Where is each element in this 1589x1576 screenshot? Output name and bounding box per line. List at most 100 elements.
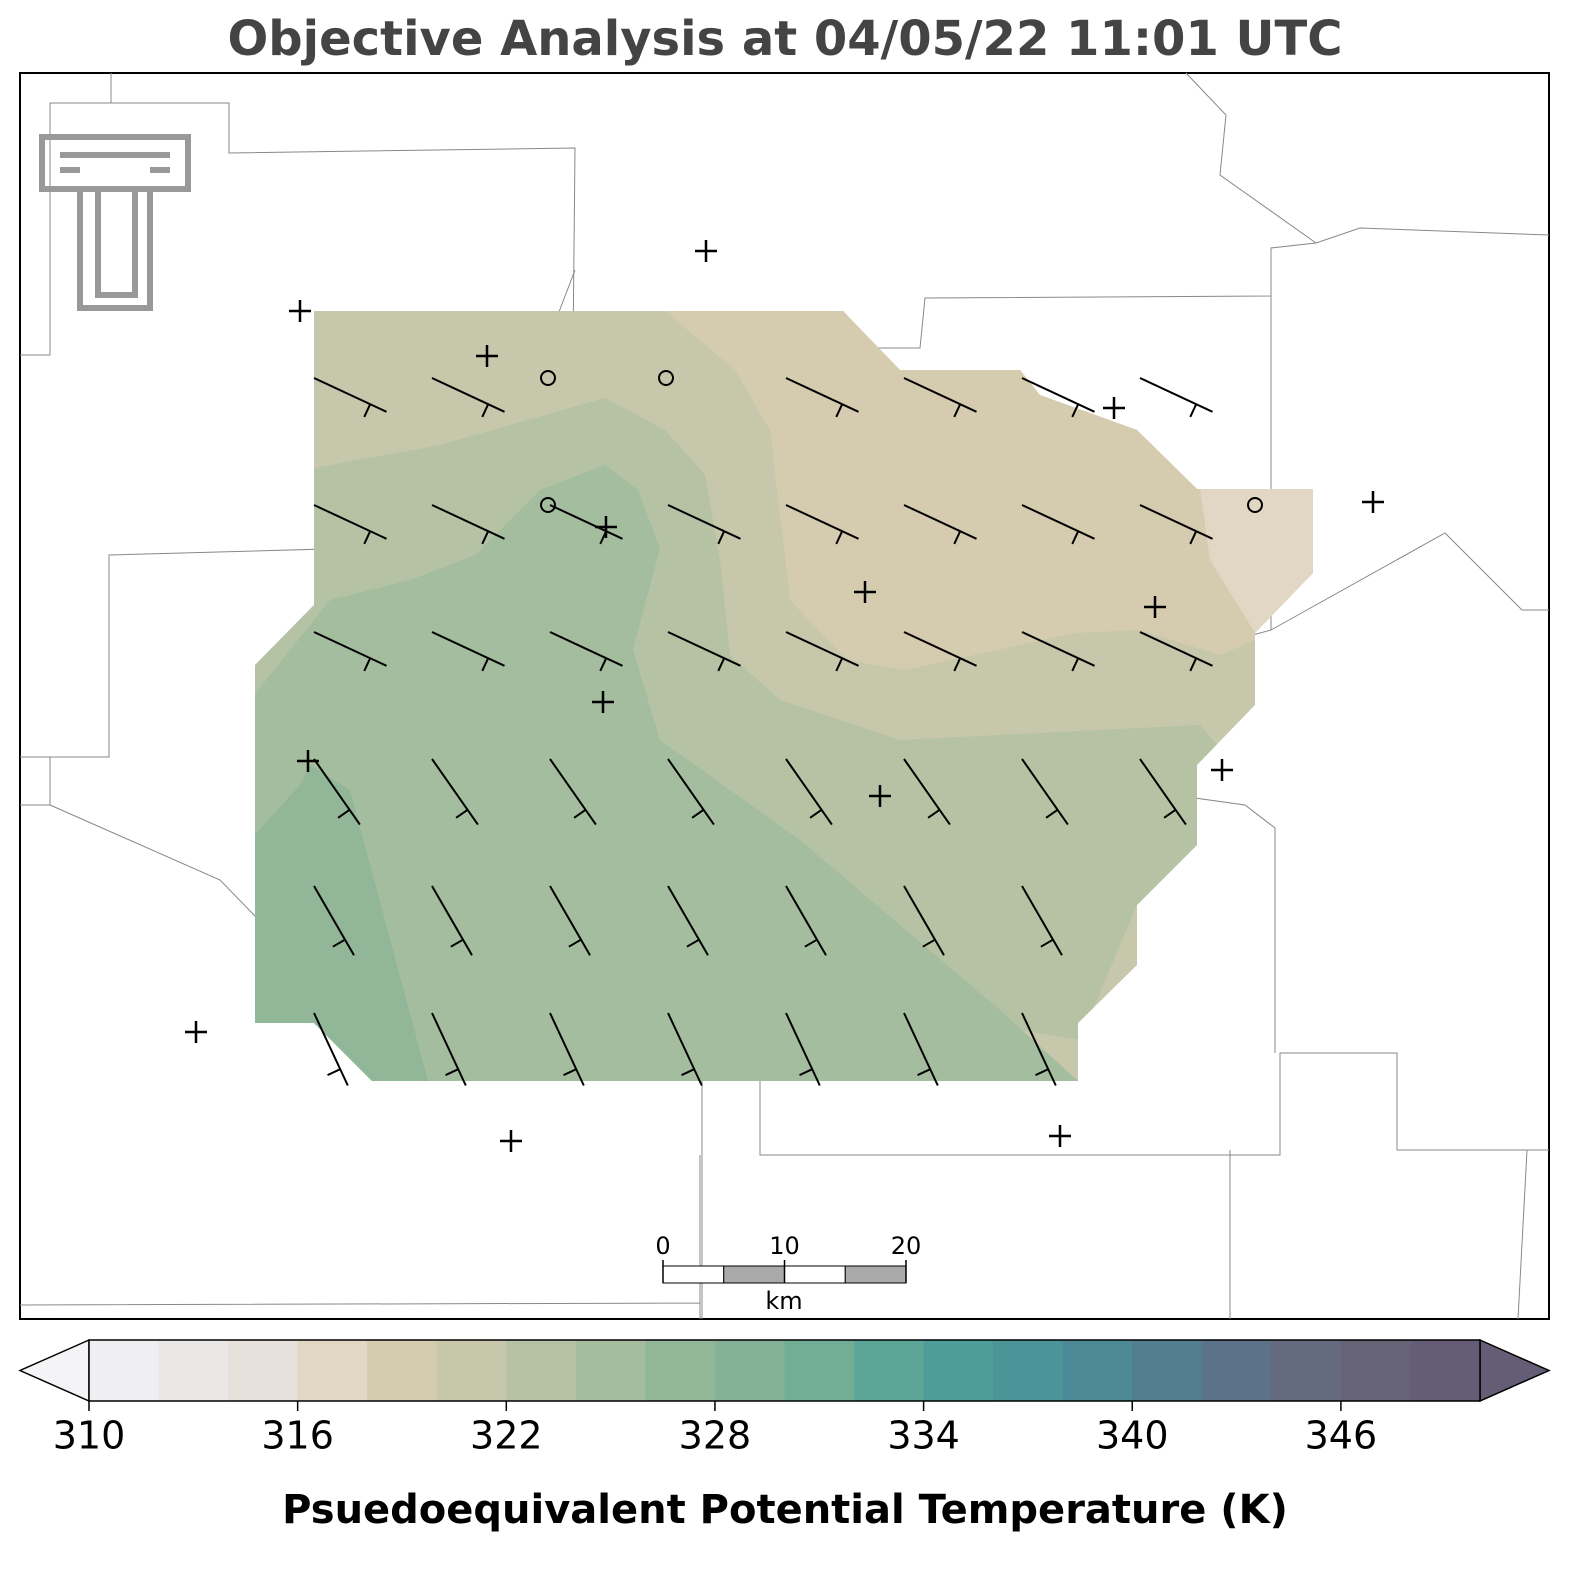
colorbar-box [1201, 1340, 1272, 1401]
colorbar-tick-label: 334 [887, 1414, 960, 1458]
colorbar-label: Psuedoequivalent Potential Temperature (… [282, 1487, 1288, 1533]
wind-barb [785, 885, 827, 956]
station-plus [869, 785, 891, 807]
wind-barb [431, 504, 505, 545]
wind-barb [903, 885, 945, 956]
wind-barb [313, 377, 387, 418]
colorbar-box [297, 1340, 368, 1401]
colorbar-box [1271, 1340, 1342, 1401]
colorbar-box [1410, 1340, 1481, 1401]
colorbar-box [575, 1340, 646, 1401]
colorbar-tick-label: 328 [679, 1414, 752, 1458]
scale-tick-label: 0 [655, 1232, 670, 1260]
colorbar-box [854, 1340, 925, 1401]
wind-barb [1021, 885, 1063, 956]
station-plus [1103, 397, 1125, 419]
scale-tick-label: 10 [769, 1232, 800, 1260]
station-plus [500, 1130, 522, 1152]
scale-segment [784, 1265, 846, 1284]
wind-barb [549, 1012, 585, 1086]
station-plus [1362, 491, 1384, 513]
wind-barb [667, 631, 741, 672]
calm-station [540, 497, 556, 513]
colorbar-box [506, 1340, 577, 1401]
wind-barb [1139, 504, 1213, 545]
colorbar-box [784, 1340, 855, 1401]
wind-barb [667, 758, 715, 826]
wind-barb [1021, 1012, 1057, 1086]
calm-station [540, 370, 556, 386]
scale-bar: 0 10 20 km [655, 1232, 921, 1315]
logo [39, 134, 191, 311]
wind-barb [1139, 631, 1213, 672]
colorbar: 310 316 322 328 334 340 346 [18, 1338, 1551, 1458]
wind-barb [1021, 631, 1095, 672]
station-plus [592, 691, 614, 713]
colorbar-extend-low [18, 1338, 90, 1403]
wind-barb [313, 758, 361, 826]
wind-barb [903, 1012, 939, 1086]
colorbar-box [714, 1340, 785, 1401]
wind-barb [431, 631, 505, 672]
scale-tick-label: 20 [891, 1232, 922, 1260]
wind-barb [785, 377, 859, 418]
colorbar-box [645, 1340, 716, 1401]
colorbar-tick-label: 346 [1305, 1414, 1378, 1458]
colorbar-box [228, 1340, 299, 1401]
colorbar-tick-label: 340 [1096, 1414, 1169, 1458]
colorbar-box [367, 1340, 438, 1401]
station-plus [1144, 596, 1166, 618]
title: Objective Analysis at 04/05/22 11:01 UTC [228, 11, 1343, 67]
colorbar-box [158, 1340, 229, 1401]
colorbar-box [89, 1340, 160, 1401]
scale-unit: km [765, 1287, 802, 1315]
calm-station [1247, 497, 1263, 513]
station-plus [695, 240, 717, 262]
wind-barb [313, 1012, 349, 1086]
wind-barb [903, 504, 977, 545]
calm-station [658, 370, 674, 386]
colorbar-tick-label: 316 [261, 1414, 334, 1458]
colorbar-extend-high [1479, 1338, 1551, 1403]
wind-barb [1021, 504, 1095, 545]
wind-barb [313, 631, 387, 672]
wind-barb [1021, 377, 1095, 418]
wind-barb [1139, 377, 1213, 418]
colorbar-tick-label: 310 [53, 1414, 126, 1458]
analysis-fill [255, 311, 1313, 1081]
colorbar-outline [88, 1339, 1481, 1402]
wind-barb [1139, 758, 1187, 826]
wind-barb [549, 885, 591, 956]
wind-barb [667, 1012, 703, 1086]
colorbar-tick-label: 322 [470, 1414, 543, 1458]
wind-barb [785, 631, 859, 672]
wind-barb [667, 504, 741, 545]
wind-barb [1021, 758, 1069, 826]
station-markers [185, 240, 1384, 1152]
wind-barb [785, 504, 859, 545]
colorbar-box [1132, 1340, 1203, 1401]
wind-barb [903, 758, 951, 826]
wind-barb [785, 1012, 821, 1086]
station-plus [1211, 759, 1233, 781]
wind-barb [785, 758, 833, 826]
wind-barb [313, 885, 355, 956]
station-plus [476, 345, 498, 367]
wind-barb [313, 504, 387, 545]
scale-segment [844, 1265, 907, 1284]
scale-segment [662, 1265, 725, 1284]
wind-barb [431, 1012, 467, 1086]
wind-barb [549, 758, 597, 826]
scale-segment [723, 1265, 785, 1284]
wind-barb [431, 758, 479, 826]
station-plus [1049, 1125, 1071, 1147]
station-plus [289, 300, 311, 322]
wind-barb [549, 631, 623, 672]
colorbar-box [1062, 1340, 1133, 1401]
wind-barb [431, 885, 473, 956]
colorbar-box [1340, 1340, 1411, 1401]
station-plus [854, 581, 876, 603]
colorbar-box [993, 1340, 1064, 1401]
wind-barb [431, 377, 505, 418]
